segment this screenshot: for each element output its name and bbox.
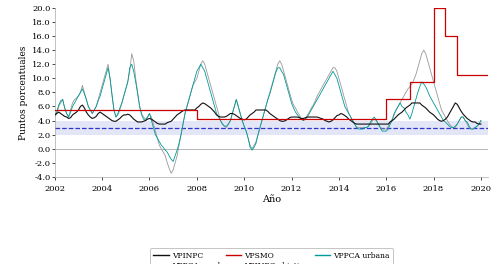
Y-axis label: Puntos porcentuales: Puntos porcentuales <box>19 45 28 140</box>
VPINPC <box>146 117 152 120</box>
VPINPC <box>409 101 415 105</box>
VPSMO <box>442 35 448 38</box>
VPPCA urbana <box>129 63 135 66</box>
VPPCA rural <box>168 172 174 175</box>
VPINPC <box>52 113 58 116</box>
VPPCA rural <box>174 154 180 157</box>
VPPCA urbana <box>176 142 182 145</box>
Bar <box>55 121 488 135</box>
VPSMO <box>194 117 200 121</box>
Line: VPPCA rural: VPPCA rural <box>55 50 481 173</box>
VPPCA rural <box>421 49 427 52</box>
VPPCA rural <box>52 115 58 119</box>
VPPCA urbana <box>52 113 58 116</box>
VPPCA rural <box>200 59 206 62</box>
VPPCA rural <box>478 119 484 122</box>
VPINPC <box>180 109 186 112</box>
VPSMO <box>425 80 431 83</box>
VPPCA urbana <box>409 112 415 115</box>
VPINPC <box>156 122 162 126</box>
VPSMO <box>52 109 58 112</box>
VPINPC <box>200 101 206 105</box>
Legend: VPINPC, VPPCA rural, VPSMO, VPINPC objetivo, VPPCA urbana: VPINPC, VPPCA rural, VPSMO, VPINPC objet… <box>150 248 393 264</box>
VPPCA urbana <box>182 112 188 115</box>
VPPCA rural <box>407 85 413 88</box>
VPSMO <box>182 109 188 112</box>
Line: VPINPC: VPINPC <box>55 103 481 124</box>
VPSMO <box>383 98 389 101</box>
VPSMO <box>454 73 460 76</box>
VPSMO <box>395 98 401 101</box>
VPINPC <box>478 122 484 126</box>
VPSMO <box>485 73 491 76</box>
VPINPC <box>202 102 208 105</box>
VPINPC <box>174 113 180 116</box>
VPPCA urbana <box>170 160 176 163</box>
VPPCA rural <box>182 112 188 115</box>
VPPCA urbana <box>478 119 484 122</box>
VPPCA urbana <box>184 105 190 108</box>
VPSMO <box>372 117 377 121</box>
Line: VPSMO: VPSMO <box>55 8 488 119</box>
Line: VPPCA urbana: VPPCA urbana <box>55 64 481 161</box>
VPINPC <box>182 109 188 112</box>
VPPCA rural <box>146 112 152 115</box>
VPSMO <box>431 6 437 10</box>
VPSMO <box>407 80 413 83</box>
VPPCA rural <box>180 122 186 126</box>
VPPCA urbana <box>202 70 208 73</box>
VPPCA urbana <box>148 119 154 122</box>
X-axis label: Año: Año <box>262 195 281 204</box>
